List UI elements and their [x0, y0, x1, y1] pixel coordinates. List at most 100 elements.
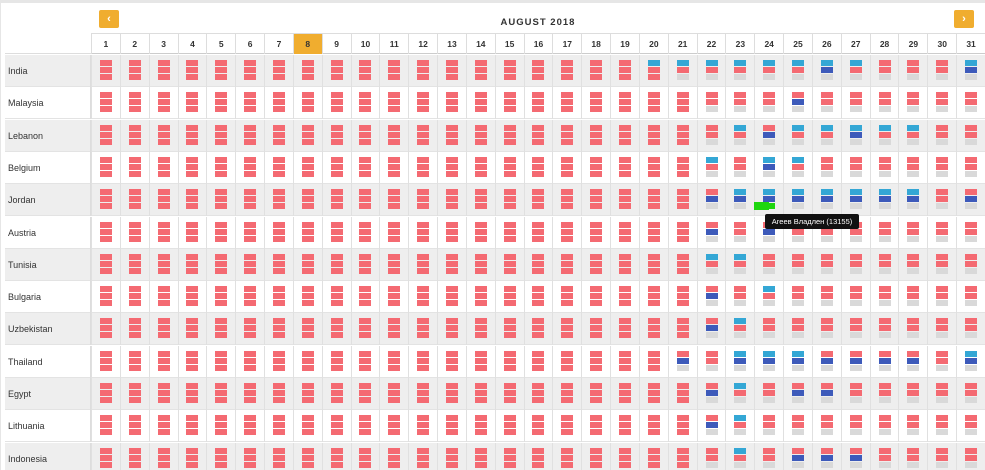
day-cell[interactable] — [811, 184, 841, 217]
slot-block[interactable] — [301, 422, 314, 429]
slot-block[interactable] — [99, 318, 112, 325]
slot-block[interactable] — [647, 131, 660, 138]
day-cell[interactable] — [783, 313, 812, 346]
slot-block[interactable] — [301, 131, 314, 138]
slot-block[interactable] — [619, 397, 631, 403]
day-cell[interactable] — [552, 313, 581, 346]
day-cell[interactable] — [91, 345, 120, 378]
slot-block[interactable] — [474, 267, 487, 274]
slot-block[interactable] — [388, 138, 401, 145]
slot-block[interactable] — [820, 67, 833, 73]
slot-block[interactable] — [186, 203, 199, 210]
slot-block[interactable] — [590, 422, 603, 429]
slot-block[interactable] — [186, 228, 199, 235]
slot-block[interactable] — [215, 60, 228, 66]
slot-block[interactable] — [301, 60, 314, 66]
slot-block[interactable] — [128, 99, 141, 106]
slot-block[interactable] — [417, 170, 430, 177]
day-cell[interactable] — [725, 216, 754, 249]
slot-block[interactable] — [301, 67, 314, 73]
day-cell[interactable] — [494, 313, 524, 346]
slot-block[interactable] — [128, 163, 141, 170]
slot-block[interactable] — [128, 422, 141, 429]
day-cell[interactable] — [177, 151, 207, 184]
day-cell[interactable] — [667, 281, 697, 314]
slot-block[interactable] — [445, 447, 458, 454]
slot-block[interactable] — [907, 67, 920, 73]
slot-block[interactable] — [301, 318, 314, 325]
slot-block[interactable] — [474, 124, 487, 131]
slot-block[interactable] — [330, 92, 343, 99]
slot-block[interactable] — [907, 454, 920, 461]
day-cell[interactable] — [321, 87, 351, 120]
slot-block[interactable] — [445, 99, 458, 106]
slot-block[interactable] — [734, 163, 747, 170]
slot-block[interactable] — [215, 332, 228, 339]
day-cell[interactable] — [725, 184, 754, 217]
slot-block[interactable] — [792, 203, 805, 210]
slot-block[interactable] — [99, 397, 112, 403]
slot-block[interactable] — [936, 415, 949, 422]
slot-block[interactable] — [676, 99, 689, 106]
slot-block[interactable] — [878, 286, 891, 293]
day-cell[interactable] — [264, 378, 293, 410]
slot-block[interactable] — [99, 447, 112, 454]
slot-block[interactable] — [503, 357, 516, 364]
slot-block[interactable] — [99, 357, 112, 364]
slot-block[interactable] — [763, 332, 776, 339]
slot-block[interactable] — [619, 124, 631, 131]
slot-block[interactable] — [878, 422, 891, 429]
slot-block[interactable] — [763, 350, 776, 357]
slot-block[interactable] — [792, 156, 805, 163]
slot-block[interactable] — [445, 235, 458, 242]
slot-block[interactable] — [417, 454, 430, 461]
day-header-17[interactable]: 17 — [552, 34, 581, 54]
slot-block[interactable] — [359, 300, 372, 307]
day-cell[interactable] — [927, 55, 956, 87]
day-cell[interactable] — [956, 281, 985, 314]
slot-block[interactable] — [936, 106, 949, 113]
slot-block[interactable] — [215, 364, 228, 371]
slot-block[interactable] — [849, 60, 862, 66]
slot-block[interactable] — [763, 235, 776, 242]
slot-block[interactable] — [561, 332, 574, 339]
slot-block[interactable] — [676, 189, 689, 196]
slot-block[interactable] — [186, 332, 199, 339]
day-cell[interactable] — [927, 119, 956, 152]
day-cell[interactable] — [725, 87, 754, 120]
slot-block[interactable] — [965, 163, 978, 170]
slot-block[interactable] — [99, 99, 112, 106]
slot-block[interactable] — [157, 415, 170, 422]
slot-block[interactable] — [734, 170, 747, 177]
slot-block[interactable] — [301, 447, 314, 454]
day-cell[interactable] — [811, 281, 841, 314]
slot-block[interactable] — [99, 267, 112, 274]
slot-block[interactable] — [763, 293, 776, 300]
day-cell[interactable] — [206, 87, 235, 120]
day-cell[interactable] — [581, 345, 610, 378]
day-cell[interactable] — [869, 55, 899, 87]
slot-block[interactable] — [128, 67, 141, 73]
day-cell[interactable] — [177, 378, 207, 410]
slot-block[interactable] — [849, 383, 862, 389]
day-cell[interactable] — [725, 248, 754, 281]
slot-block[interactable] — [561, 163, 574, 170]
slot-block[interactable] — [388, 163, 401, 170]
day-cell[interactable] — [379, 119, 408, 152]
day-cell[interactable] — [119, 216, 149, 249]
slot-block[interactable] — [936, 189, 949, 196]
slot-block[interactable] — [474, 67, 487, 73]
slot-block[interactable] — [705, 461, 718, 468]
slot-block[interactable] — [734, 131, 747, 138]
slot-block[interactable] — [619, 92, 631, 99]
slot-block[interactable] — [705, 364, 718, 371]
slot-block[interactable] — [878, 138, 891, 145]
slot-block[interactable] — [849, 267, 862, 274]
slot-block[interactable] — [503, 286, 516, 293]
slot-block[interactable] — [359, 228, 372, 235]
slot-block[interactable] — [330, 415, 343, 422]
day-cell[interactable] — [523, 345, 553, 378]
slot-block[interactable] — [907, 300, 920, 307]
slot-block[interactable] — [215, 163, 228, 170]
slot-block[interactable] — [561, 74, 574, 80]
